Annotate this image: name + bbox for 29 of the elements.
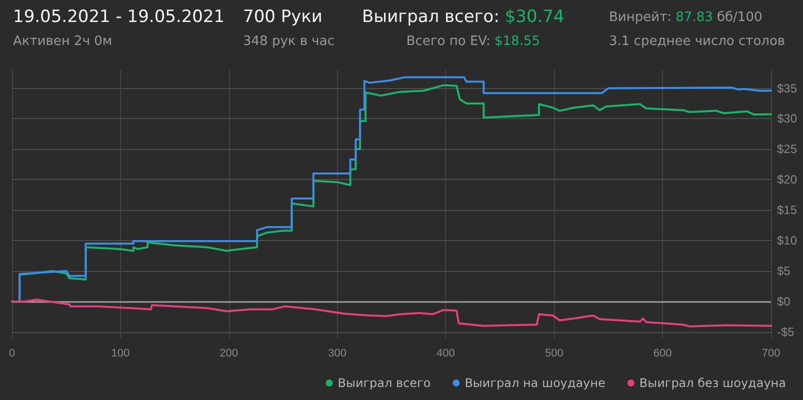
x-tick-label: 700 (762, 348, 780, 360)
x-tick-label: 200 (220, 348, 238, 360)
y-tick-label: -$5 (777, 324, 795, 339)
x-tick-label: 100 (111, 348, 130, 360)
y-tick-label: $25 (777, 142, 798, 156)
x-tick-label: 600 (653, 348, 672, 360)
legend-label: Выиграл на шоудауне (464, 376, 606, 390)
y-tick-label: $30 (777, 112, 798, 126)
text: 3.1 среднее число столов (609, 34, 786, 49)
y-tick-label: $5 (777, 264, 791, 278)
text: Всего по EV: $18.55 (406, 34, 540, 49)
x-tick-label: 400 (436, 348, 455, 360)
y-tick-label: $0 (777, 294, 791, 308)
chart-subtitle: Активен 2ч 0м (13, 34, 112, 49)
text: 700 Руки (243, 7, 322, 27)
legend-label: Выиграл без шоудауна (639, 376, 786, 390)
text: 348 рук в час (243, 34, 334, 49)
chart-title: 19.05.2021 - 19.05.2021 (13, 7, 225, 27)
line-series (11, 298, 772, 328)
y-tick-label: $10 (777, 234, 798, 248)
text: Выиграл всего: $30.74 (362, 7, 564, 27)
y-tick-label: $15 (777, 203, 798, 218)
x-tick-label: 500 (544, 348, 564, 360)
text: Винрейт: 87.83 бб/100 (609, 10, 762, 25)
legend-label: Выиграл всего (338, 376, 431, 390)
y-tick-label: $20 (777, 172, 798, 187)
y-tick-label: $35 (777, 81, 798, 96)
x-tick-label: 0 (8, 348, 16, 360)
x-tick-label: 300 (328, 348, 346, 360)
